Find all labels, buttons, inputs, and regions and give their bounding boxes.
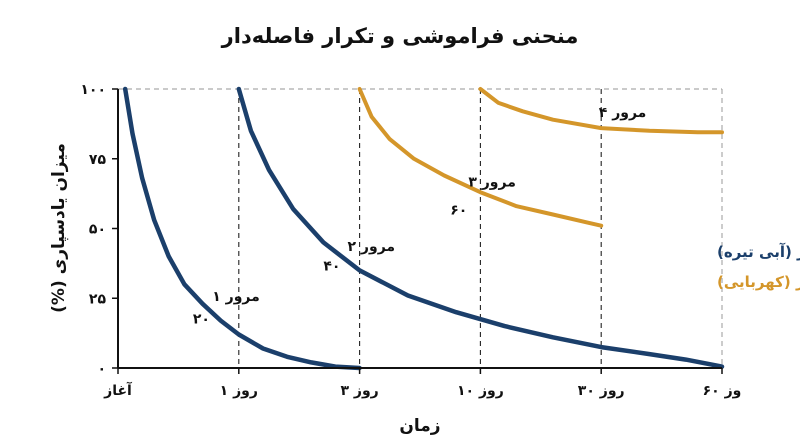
- legend-item-spaced-repetition: با تکرار فاصله‌دار (کهربایی): [717, 273, 800, 291]
- x-tick-label-1: روز ۱: [220, 383, 258, 399]
- series-line-3: [478, 87, 724, 135]
- x-tick-label-2: روز ۳: [340, 383, 378, 399]
- y-axis-label: میزان یادسپاری (%): [49, 143, 69, 313]
- x-tick-label-4: روز ۳۰: [578, 383, 625, 399]
- x-tick-label-0: آغاز: [103, 381, 133, 399]
- series-line-0: [122, 86, 362, 371]
- legend: بدون تکرار (آبی تیره) با تکرار فاصله‌دار…: [717, 243, 800, 291]
- y-tick-label-3: ۷۵: [89, 152, 107, 168]
- x-tick-label-5: وز ۶۰: [703, 383, 742, 399]
- annotation-4: مرور ۳: [468, 175, 516, 191]
- annotations: مرور ۱۲۰ مرور ۲ ۴۰ مرور ۳۶۰ مرور ۴: [193, 105, 646, 327]
- x-tick-label-3: روز ۱۰: [457, 383, 504, 399]
- chart-title: منحنی فراموشی و تکرار فاصله‌دار: [221, 24, 579, 48]
- series-layer: [122, 86, 725, 371]
- y-tick-label-2: ۵۰: [89, 222, 106, 238]
- annotation-5: ۶۰: [450, 203, 467, 219]
- annotation-1: ۲۰: [193, 311, 210, 327]
- annotation-3: ۴۰: [323, 258, 340, 274]
- vertical-gridlines: [238, 89, 723, 368]
- annotation-0: مرور ۱: [212, 289, 260, 305]
- x-axis-label: زمان: [399, 416, 440, 436]
- y-ticks: ۰ ۲۵ ۵۰ ۷۵ ۱۰۰: [80, 82, 118, 377]
- series-line-1: [236, 86, 725, 369]
- series-line-2: [357, 87, 604, 228]
- legend-item-no-repetition: بدون تکرار (آبی تیره): [717, 243, 800, 261]
- y-tick-label-4: ۱۰۰: [80, 82, 106, 98]
- annotation-6: مرور ۴: [599, 105, 647, 121]
- y-tick-label-0: ۰: [97, 361, 106, 377]
- annotation-2: مرور ۲: [348, 239, 396, 255]
- y-tick-label-1: ۲۵: [89, 291, 107, 307]
- x-ticks: آغاز روز ۱ روز ۳ روز ۱۰ روز ۳۰ وز ۶۰: [103, 368, 741, 399]
